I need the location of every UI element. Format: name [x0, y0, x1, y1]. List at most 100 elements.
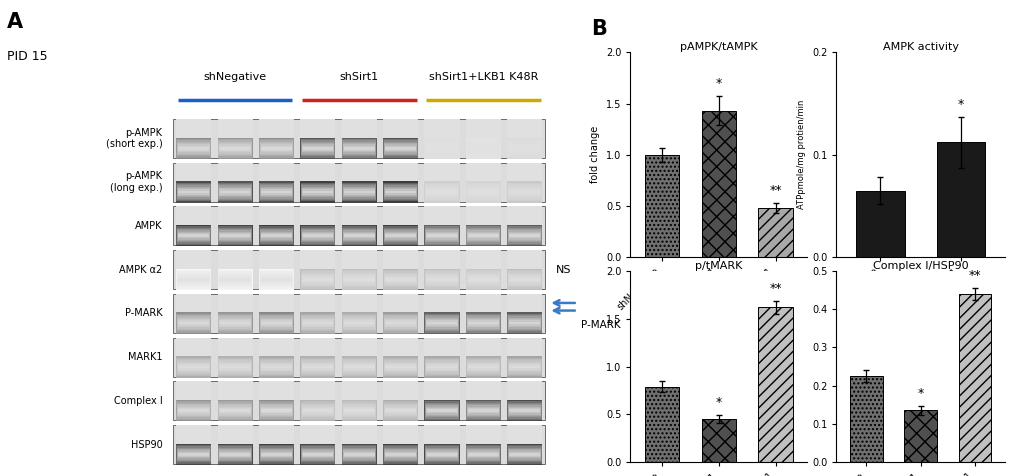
Bar: [342, 228, 376, 244]
Bar: [467, 274, 499, 285]
Bar: [466, 138, 500, 159]
Bar: [259, 312, 293, 334]
Bar: [341, 269, 376, 290]
Bar: [219, 233, 251, 238]
Bar: [425, 185, 459, 198]
Bar: [176, 445, 211, 464]
Bar: [218, 226, 252, 245]
Bar: [425, 403, 459, 419]
Bar: [424, 312, 460, 334]
Text: MARK1: MARK1: [127, 352, 162, 362]
Bar: [466, 315, 499, 331]
Bar: [466, 337, 500, 377]
Bar: [506, 269, 542, 290]
Bar: [342, 141, 375, 155]
Bar: [426, 146, 458, 151]
Bar: [259, 445, 293, 464]
Bar: [259, 183, 293, 201]
Bar: [343, 190, 374, 193]
Bar: [508, 278, 539, 281]
Bar: [177, 230, 210, 241]
Bar: [301, 271, 334, 288]
Bar: [300, 356, 335, 377]
Bar: [176, 314, 211, 333]
Bar: [300, 225, 335, 247]
Bar: [177, 141, 210, 155]
Bar: [467, 362, 499, 372]
Bar: [383, 228, 417, 244]
Bar: [260, 450, 292, 458]
Bar: [384, 364, 416, 369]
Bar: [300, 163, 335, 202]
Bar: [302, 452, 333, 457]
Text: NS: NS: [555, 265, 571, 275]
Bar: [425, 359, 459, 375]
Bar: [466, 445, 500, 464]
Bar: [383, 337, 418, 377]
Bar: [507, 447, 541, 461]
Bar: [301, 229, 334, 242]
Title: AMPK activity: AMPK activity: [881, 41, 958, 51]
Bar: [466, 446, 499, 462]
Bar: [302, 277, 333, 282]
Bar: [425, 143, 458, 154]
Bar: [302, 230, 334, 241]
Bar: [383, 140, 417, 156]
Bar: [341, 356, 376, 377]
Bar: [259, 381, 293, 420]
Bar: [424, 163, 460, 202]
Bar: [261, 147, 291, 149]
Bar: [467, 360, 499, 374]
Bar: [343, 366, 374, 368]
Bar: [259, 226, 293, 245]
Bar: [260, 230, 292, 241]
Bar: [383, 312, 418, 334]
Bar: [383, 163, 418, 202]
Bar: [303, 453, 333, 456]
Bar: [261, 190, 291, 193]
Bar: [218, 270, 252, 289]
Bar: [385, 366, 416, 368]
Title: Complex I/HSP90: Complex I/HSP90: [872, 260, 967, 270]
Bar: [426, 409, 457, 412]
Bar: [177, 318, 210, 328]
Bar: [178, 452, 209, 457]
Bar: [384, 318, 417, 328]
Bar: [383, 317, 417, 330]
Bar: [424, 138, 460, 159]
Bar: [219, 364, 251, 369]
Bar: [466, 403, 499, 419]
Bar: [508, 234, 539, 237]
Bar: [217, 181, 253, 203]
Bar: [508, 144, 540, 152]
Bar: [176, 356, 211, 377]
Bar: [508, 450, 540, 458]
Bar: [426, 278, 457, 281]
Bar: [468, 233, 498, 238]
Bar: [508, 318, 540, 328]
Bar: [219, 232, 251, 240]
Bar: [301, 447, 334, 461]
Bar: [424, 381, 460, 420]
Bar: [467, 273, 499, 286]
Bar: [383, 138, 418, 159]
Bar: [425, 140, 459, 156]
Bar: [425, 230, 458, 241]
Bar: [508, 277, 540, 282]
Bar: [176, 337, 211, 377]
Bar: [176, 183, 211, 201]
Bar: [425, 228, 459, 244]
Bar: [261, 366, 291, 368]
Bar: [300, 381, 335, 420]
Bar: [507, 315, 541, 331]
Bar: [342, 274, 375, 285]
Bar: [301, 140, 334, 156]
Bar: [261, 322, 291, 325]
Bar: [177, 407, 210, 415]
Bar: [259, 269, 293, 290]
Bar: [508, 274, 540, 285]
Bar: [342, 318, 375, 328]
Bar: [644, 387, 678, 462]
Bar: [467, 318, 499, 328]
Bar: [468, 234, 498, 237]
